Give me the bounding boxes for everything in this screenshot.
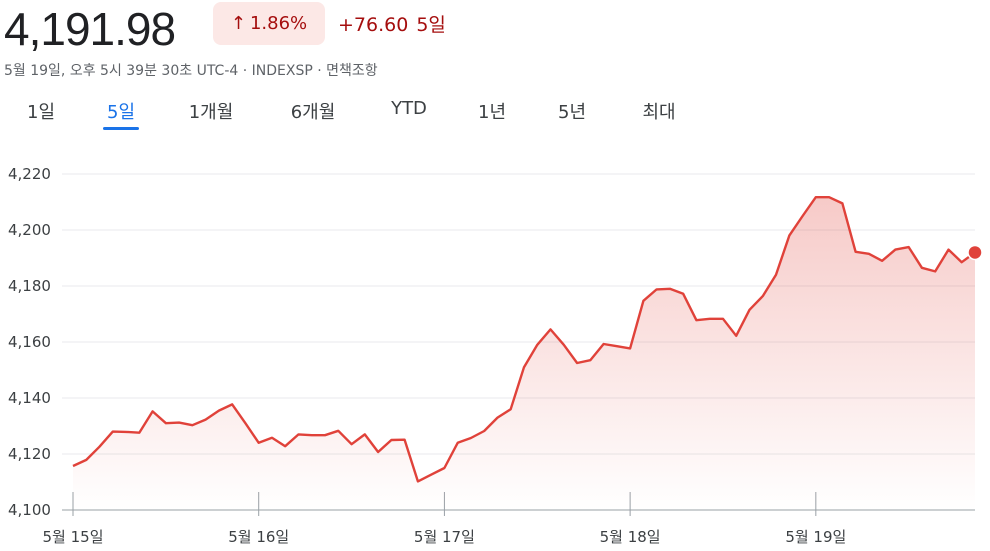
x-tick-label: 5월 18일 [600,528,661,546]
tab-6m[interactable]: 6개월 [290,102,336,123]
y-tick-label: 4,160 [8,333,51,351]
change-points: +76.60 [338,14,409,36]
change-percent-badge: ↑ 1.86% [213,2,325,45]
tab-1m[interactable]: 1개월 [188,102,234,123]
change-summary: +76.60 5일 [338,10,446,37]
y-tick-label: 4,180 [8,277,51,295]
y-tick-label: 4,140 [8,389,51,407]
x-tick-label: 5월 19일 [785,528,846,546]
current-price: 4,191.98 [4,3,176,55]
y-axis-ticks: 4,100 4,120 4,140 4,160 4,180 4,200 4,220 [8,165,51,519]
active-tab-indicator [103,127,139,130]
y-tick-label: 4,120 [8,445,51,463]
x-tick-label: 5월 17일 [414,528,475,546]
tab-5y[interactable]: 5년 [557,102,587,123]
x-tick-label: 5월 16일 [228,528,289,546]
tab-max[interactable]: 최대 [642,102,676,123]
arrow-up-icon: ↑ [230,13,246,34]
last-price-marker [967,244,983,261]
change-period: 5일 [416,14,446,36]
tab-1d[interactable]: 1일 [26,102,56,123]
y-tick-label: 4,100 [8,501,51,519]
y-tick-label: 4,220 [8,165,51,183]
price-area-fill [73,197,975,510]
tab-ytd[interactable]: YTD [391,98,427,119]
tab-5d[interactable]: 5일 [106,102,136,123]
change-percent: 1.86% [249,13,308,34]
x-tick-label: 5월 15일 [43,528,104,546]
tab-1y[interactable]: 1년 [477,102,507,123]
range-tabs: 1일 5일 1개월 6개월 YTD 1년 5년 최대 [0,96,700,134]
quote-timestamp: 5월 19일, 오후 5시 39분 30초 UTC-4 · INDEXSP · … [4,63,378,79]
price-line [72,196,976,483]
price-chart[interactable]: 4,100 4,120 4,140 4,160 4,180 4,200 4,220 5월 1… [0,150,990,551]
y-tick-label: 4,200 [8,221,51,239]
